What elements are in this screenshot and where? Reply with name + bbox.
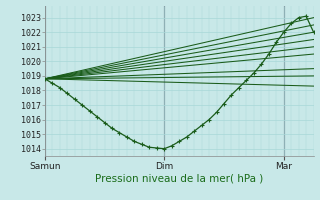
X-axis label: Pression niveau de la mer( hPa ): Pression niveau de la mer( hPa ) [95, 173, 263, 183]
